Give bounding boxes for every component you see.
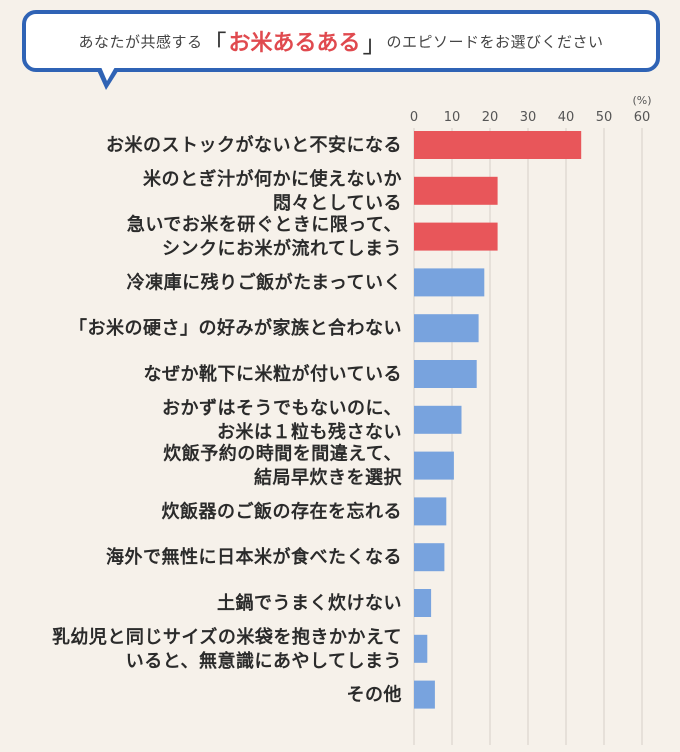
x-tick-label: 60 — [634, 110, 651, 125]
category-label: 炊飯予約の時間を間違えて、 — [163, 443, 402, 465]
category-label: なぜか靴下に米粒が付いている — [144, 363, 402, 385]
category-label: お米のストックがないと不安になる — [106, 134, 402, 156]
category-label: 炊飯器のご飯の存在を忘れる — [162, 500, 403, 522]
x-tick-label: 40 — [558, 110, 575, 125]
category-label: 海外で無性に日本米が食べたくなる — [106, 546, 402, 568]
bar-1 — [414, 131, 582, 159]
bar-8 — [414, 451, 454, 480]
bar-7 — [414, 405, 462, 434]
x-tick-label: 20 — [482, 110, 499, 125]
category-label: 米のとぎ汁が何かに使えないか — [143, 168, 402, 190]
category-label: 冷凍庫に残りご飯がたまっていく — [127, 271, 402, 293]
bracket-open: 「 — [202, 29, 227, 58]
question-highlight: お米あるある — [228, 31, 361, 56]
x-tick-label: 10 — [444, 110, 461, 125]
bar-10 — [414, 543, 445, 572]
category-label: その他 — [347, 684, 403, 706]
bar-2 — [414, 176, 498, 205]
category-label: 悶々としている — [273, 193, 402, 214]
bar-9 — [414, 497, 447, 526]
unit-label: (%) — [632, 94, 651, 107]
category-label: 土鍋でうまく炊けない — [217, 592, 402, 614]
category-label: 「お米の硬さ」の好みが家族と合わない — [69, 317, 402, 339]
category-label: 結局早炊きを選択 — [254, 467, 402, 489]
bar-12 — [414, 634, 428, 663]
bar-3 — [414, 222, 498, 251]
x-tick-label: 30 — [520, 110, 537, 125]
x-tick-label: 0 — [410, 110, 418, 125]
category-label: お米は１粒も残さない — [217, 421, 402, 443]
x-tick-label: 50 — [596, 110, 613, 125]
question-suffix: のエピソードをお選びください — [386, 32, 604, 51]
bracket-close: 」 — [362, 29, 387, 58]
speech-tail-fill — [101, 67, 115, 81]
category-label: シンクにお米が流れてしまう — [162, 238, 402, 260]
bar-6 — [414, 360, 477, 388]
category-label: おかずはそうでもないのに、 — [162, 398, 402, 419]
bar-4 — [414, 268, 485, 297]
category-label: 乳幼児と同じサイズの米袋を抱きかかえて — [52, 626, 402, 648]
question-prefix: あなたが共感する — [78, 32, 203, 51]
question-banner: あなたが共感する 「 お米あるある 」 のエピソードをお選びください — [22, 10, 660, 72]
category-label: いると、無意識にあやしてしまう — [126, 650, 402, 672]
bar-5 — [414, 314, 479, 343]
category-label: 急いでお米を研ぐときに限って、 — [127, 214, 402, 236]
bar-11 — [414, 589, 432, 617]
bar-13 — [414, 680, 435, 709]
